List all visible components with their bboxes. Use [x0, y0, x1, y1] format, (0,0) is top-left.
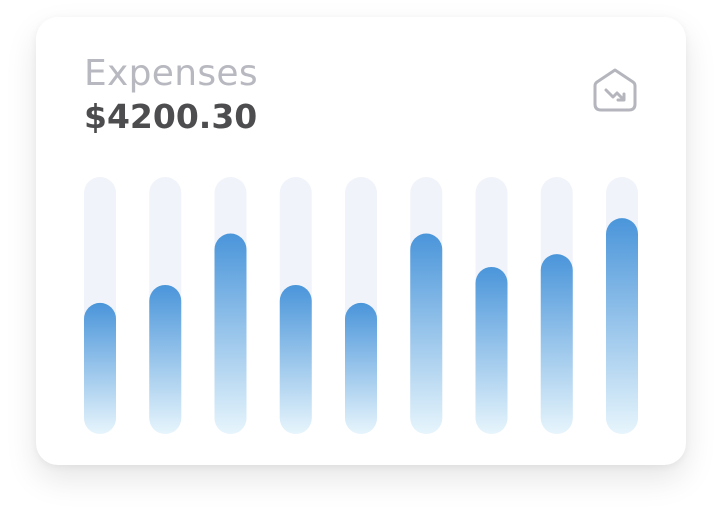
bar[interactable] — [149, 284, 182, 434]
bar[interactable] — [606, 218, 638, 434]
bars-group — [84, 177, 638, 434]
bar[interactable] — [279, 284, 312, 434]
expense-amount: $4200.30 — [84, 97, 258, 136]
card-title: Expenses — [84, 53, 258, 94]
bar[interactable] — [84, 302, 116, 434]
trending-down-icon[interactable] — [589, 64, 641, 116]
trending-down-icon-graphic — [593, 68, 637, 112]
bar[interactable] — [214, 233, 247, 434]
bar[interactable] — [410, 233, 443, 434]
bar[interactable] — [540, 254, 573, 434]
expenses-bar-chart — [84, 177, 638, 434]
bar[interactable] — [475, 266, 508, 434]
expenses-card: Expenses $4200.30 — [36, 17, 686, 465]
bar[interactable] — [345, 302, 377, 434]
